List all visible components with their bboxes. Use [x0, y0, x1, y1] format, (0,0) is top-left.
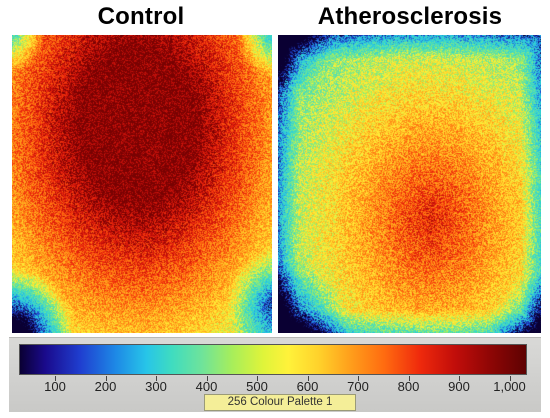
scale-tick-label: 300 — [145, 379, 167, 394]
scale-tick — [206, 376, 208, 381]
scale-tick — [509, 376, 511, 381]
scale-tick — [307, 376, 309, 381]
palette-label: 256 Colour Palette 1 — [204, 394, 356, 411]
panel-title-atherosclerosis: Atherosclerosis — [317, 3, 503, 30]
scale-tick — [459, 376, 460, 381]
scale-tick — [408, 376, 410, 381]
panel-title-control: Control — [97, 3, 185, 30]
scale-tick-label: 100 — [44, 379, 66, 394]
scale-tick — [358, 376, 359, 381]
scale-tick — [105, 376, 107, 381]
scale-tick-label: 1,000 — [493, 379, 526, 394]
scale-tick-label: 900 — [448, 379, 470, 394]
scale-tick-label: 600 — [296, 379, 319, 394]
colour-gradient-bar — [19, 344, 527, 375]
control-heatmap-panel — [12, 35, 272, 333]
colour-scale-panel: 100 200 300 400 500 600 700 800 900 1,000 256 Col… — [9, 337, 541, 412]
atherosclerosis-heatmap-panel — [278, 35, 541, 333]
scale-tick-label: 200 — [94, 379, 117, 394]
control-heatmap-image — [12, 35, 272, 333]
scale-tick-label: 700 — [347, 379, 369, 394]
scale-tick-label: 800 — [397, 379, 420, 394]
scale-tick — [55, 376, 56, 381]
scale-tick — [257, 376, 258, 381]
scale-tick-label: 400 — [195, 379, 218, 394]
atherosclerosis-heatmap-image — [278, 35, 541, 333]
scale-tick-label: 500 — [246, 379, 268, 394]
scale-tick — [156, 376, 157, 381]
